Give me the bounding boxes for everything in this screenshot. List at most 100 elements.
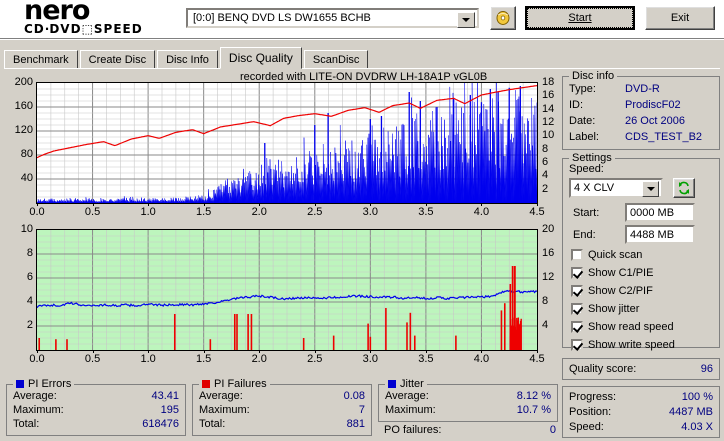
jitter-legend: Jitter <box>385 378 427 390</box>
logo-tagline-dvd: DVD <box>49 22 82 36</box>
end-mb-label: End: <box>573 229 596 241</box>
exit-button[interactable]: Exit <box>645 6 715 30</box>
tab-benchmark[interactable]: Benchmark <box>4 50 78 69</box>
x-tick <box>537 203 538 206</box>
disc-date-value: 26 Oct 2006 <box>625 115 685 127</box>
quick-scan-checkbox[interactable]: Quick scan <box>571 249 642 261</box>
x-tick <box>481 350 483 353</box>
pi-errors-maximum-label: Maximum: <box>13 404 64 416</box>
chart-title: recorded with LITE-ON DVDRW LH-18A1P vGL… <box>240 71 488 83</box>
pi-failures-group: PI Failures Average: 0.08 Maximum: 7 Tot… <box>192 378 372 436</box>
show-write-speed-checkbox[interactable]: Show write speed <box>571 339 675 351</box>
pi-errors-total-value: 618476 <box>142 418 179 430</box>
y-tick-label: 160 <box>14 100 33 112</box>
jitter-average-value: 8.12 % <box>516 390 551 402</box>
checkbox-box <box>571 339 583 351</box>
pi-failures-total-label: Total: <box>199 418 226 430</box>
pi-failures-total-value: 881 <box>346 418 365 430</box>
pi-failures-average-value: 0.08 <box>343 390 365 402</box>
x-tick <box>259 350 261 353</box>
jitter-swatch <box>388 380 396 388</box>
pi-errors-average-value: 43.41 <box>151 390 179 402</box>
x-tick-label: 0.0 <box>29 206 45 218</box>
y-tick-label: 4 <box>26 295 33 307</box>
pi-errors-plot <box>37 83 537 203</box>
pi-failures-legend: PI Failures <box>199 378 270 390</box>
start-button[interactable]: Start <box>525 6 635 30</box>
settings-group: Settings Speed: 4 X CLV Start: 0000 MB E… <box>562 152 720 351</box>
y-tick-label: 120 <box>14 124 33 136</box>
disc-id-label: ID: <box>569 99 584 111</box>
pi-errors-legend-label: PI Errors <box>28 378 72 390</box>
show-c2-pif-checkbox[interactable]: Show C2/PIF <box>571 285 653 297</box>
tab-disc-quality-label: Disc Quality <box>228 51 293 65</box>
show-c1-pie-checkbox[interactable]: Show C1/PIE <box>571 267 653 279</box>
show-read-speed-checkbox[interactable]: Show read speed <box>571 321 674 333</box>
quality-score-value: 96 <box>700 363 713 375</box>
disc-info-legend: Disc info <box>569 70 618 82</box>
disc-icon-button[interactable] <box>490 6 516 30</box>
start-mb-input[interactable]: 0000 MB <box>625 203 695 222</box>
disc-label-value: CDS_TEST_B2 <box>625 131 703 143</box>
tab-underline <box>4 68 720 69</box>
refresh-button[interactable] <box>673 178 695 198</box>
x-tick <box>425 203 427 206</box>
pi-failures-maximum-label: Maximum: <box>199 404 250 416</box>
x-tick <box>314 203 316 206</box>
checkbox-box <box>571 267 583 279</box>
pi-failures-legend-label: PI Failures <box>214 378 267 390</box>
position-label: Position: <box>569 406 612 418</box>
speed-select[interactable]: 4 X CLV <box>569 178 663 198</box>
x-tick-label: 2.0 <box>251 206 267 218</box>
x-tick-label: 1.5 <box>196 353 212 365</box>
y-tick-label: 80 <box>20 148 33 160</box>
disc-id-value: ProdiscF02 <box>625 99 681 111</box>
disc-type-value: DVD-R <box>625 83 660 95</box>
tab-scandisc[interactable]: ScanDisc <box>303 50 369 69</box>
y2-tick-label: 14 <box>542 102 555 115</box>
logo-dot: · <box>44 22 50 36</box>
tab-disc-info[interactable]: Disc Info <box>157 50 218 69</box>
x-tick-label: 0.0 <box>29 353 45 365</box>
logo-slash-icon: ⬚ <box>81 22 94 36</box>
x-tick-label: 1.5 <box>196 206 212 218</box>
pi-errors-maximum-value: 195 <box>160 404 179 416</box>
x-tick-label: 3.0 <box>362 353 378 365</box>
jitter-legend-label: Jitter <box>400 378 424 390</box>
progress-value: 100 % <box>681 391 713 403</box>
tab-create-disc[interactable]: Create Disc <box>79 50 156 69</box>
pi-errors-swatch <box>16 380 24 388</box>
chevron-down-icon[interactable] <box>642 181 659 197</box>
x-tick <box>92 203 94 206</box>
nero-logo: nero CD·DVD⬚SPEED <box>24 0 194 38</box>
end-mb-input[interactable]: 4488 MB <box>625 225 695 244</box>
jitter-maximum-value: 10.7 % <box>516 404 551 416</box>
x-tick-label: 2.5 <box>307 353 323 365</box>
x-tick-label: 2.0 <box>251 353 267 365</box>
y2-tick-label: 6 <box>542 156 549 168</box>
pi-errors-chart <box>36 82 538 204</box>
x-tick-label: 3.5 <box>418 206 434 218</box>
x-tick <box>370 350 372 353</box>
drive-select[interactable]: [0:0] BENQ DVD LS DW1655 BCHB <box>186 8 479 28</box>
x-tick-label: 1.0 <box>140 353 156 365</box>
x-tick-label: 3.0 <box>362 206 378 218</box>
checkbox-box <box>571 285 583 297</box>
show-jitter-checkbox[interactable]: Show jitter <box>571 303 639 315</box>
y2-tick-label: 20 <box>542 223 555 235</box>
y2-tick-label: 8 <box>542 142 549 155</box>
pi-errors-total-label: Total: <box>13 418 40 430</box>
logo-wordmark: nero <box>24 0 90 26</box>
show-jitter-label: Show jitter <box>588 303 640 315</box>
chevron-down-icon[interactable] <box>457 12 475 28</box>
app-header: nero CD·DVD⬚SPEED [0:0] BENQ DVD LS DW16… <box>0 0 724 40</box>
disc-info-group: Disc info Type: DVD-R ID: ProdiscF02 Dat… <box>562 70 720 150</box>
header-divider <box>0 38 724 40</box>
start-mb-value: 0000 MB <box>630 206 675 219</box>
pif-jitter-plot <box>37 230 537 350</box>
po-failures-value: 0 <box>549 424 556 436</box>
exit-button-label: Exit <box>670 12 690 24</box>
logo-tagline: CD·DVD⬚SPEED <box>24 23 194 35</box>
tab-create-disc-label: Create Disc <box>88 54 147 66</box>
tab-disc-quality[interactable]: Disc Quality <box>219 47 302 69</box>
